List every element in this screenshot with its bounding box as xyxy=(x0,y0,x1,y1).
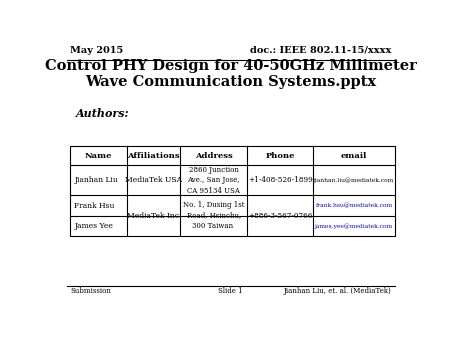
Text: Frank Hsu: Frank Hsu xyxy=(74,202,115,210)
Text: jianhan.liu@mediatek.com: jianhan.liu@mediatek.com xyxy=(314,178,394,183)
Text: +886-3-567-0766: +886-3-567-0766 xyxy=(248,212,312,220)
Text: 2860 Junction
Ave., San Jose,
CA 95134 USA: 2860 Junction Ave., San Jose, CA 95134 U… xyxy=(187,166,240,195)
Text: +1-408-526-1899: +1-408-526-1899 xyxy=(248,176,313,185)
Text: Address: Address xyxy=(195,152,233,160)
Text: Authors:: Authors: xyxy=(76,108,129,119)
Text: Wave Communication Systems.pptx: Wave Communication Systems.pptx xyxy=(85,75,376,89)
Text: James Yee: James Yee xyxy=(74,222,113,230)
Text: No. 1, Dusing 1st
Road, Hsinchu,
300 Taiwan: No. 1, Dusing 1st Road, Hsinchu, 300 Tai… xyxy=(183,201,244,230)
Text: james.yee@mediatek.com: james.yee@mediatek.com xyxy=(315,223,393,229)
Text: Control PHY Design for 40-50GHz Millimeter: Control PHY Design for 40-50GHz Millimet… xyxy=(45,59,417,73)
Text: frank.hsu@mediatek.com: frank.hsu@mediatek.com xyxy=(315,203,392,209)
Text: Jianhan Liu, et. al. (MediaTek): Jianhan Liu, et. al. (MediaTek) xyxy=(284,287,391,295)
Text: MediaTek Inc.: MediaTek Inc. xyxy=(126,212,181,220)
Text: Affiliations: Affiliations xyxy=(127,152,180,160)
Text: Phone: Phone xyxy=(266,152,295,160)
Text: doc.: IEEE 802.11-15/xxxx: doc.: IEEE 802.11-15/xxxx xyxy=(250,46,391,55)
Text: MediaTek USA: MediaTek USA xyxy=(125,176,182,185)
Text: Submission: Submission xyxy=(70,287,111,295)
Text: email: email xyxy=(341,152,367,160)
Bar xyxy=(70,146,395,236)
Text: Jianhan Liu: Jianhan Liu xyxy=(74,176,118,185)
Text: Name: Name xyxy=(85,152,112,160)
Text: Slide 1: Slide 1 xyxy=(218,287,243,295)
Text: May 2015: May 2015 xyxy=(70,46,123,55)
